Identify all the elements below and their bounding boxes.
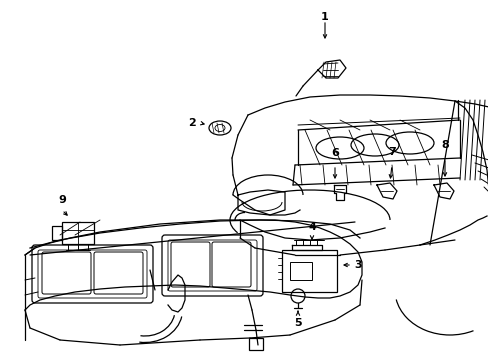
Text: 6: 6 (330, 148, 338, 158)
Bar (52, 226, 62, 240)
Text: 8: 8 (440, 140, 448, 150)
Bar (248, 338, 263, 350)
Text: 4: 4 (307, 222, 315, 232)
Text: 5: 5 (294, 318, 301, 328)
Text: 2: 2 (188, 118, 196, 128)
Bar (282, 250, 336, 292)
Text: 9: 9 (58, 195, 66, 205)
Bar (62, 222, 94, 244)
Text: 1: 1 (321, 12, 328, 22)
Text: 3: 3 (353, 260, 361, 270)
Bar (289, 262, 311, 280)
Text: 7: 7 (387, 147, 395, 157)
